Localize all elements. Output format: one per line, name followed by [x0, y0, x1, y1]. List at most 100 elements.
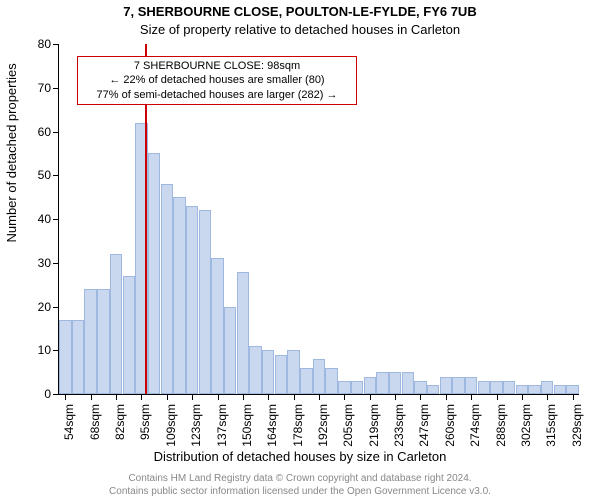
histogram-bar [275, 355, 287, 394]
callout-box: 7 SHERBOURNE CLOSE: 98sqm ← 22% of detac… [77, 56, 357, 105]
x-tick [141, 394, 142, 400]
y-tick-label: 60 [38, 125, 51, 139]
x-tick-label: 233sqm [392, 404, 406, 454]
x-tick [91, 394, 92, 400]
x-tick [573, 394, 574, 400]
histogram-bar [427, 385, 439, 394]
histogram-bar [376, 372, 388, 394]
histogram-bar [516, 385, 528, 394]
x-tick [218, 394, 219, 400]
x-tick-label: 95sqm [138, 404, 152, 454]
histogram-bar [490, 381, 502, 394]
x-tick-label: 54sqm [62, 404, 76, 454]
x-tick-label: 315sqm [544, 404, 558, 454]
y-tick-label: 80 [38, 37, 51, 51]
x-tick [294, 394, 295, 400]
histogram-bar [84, 289, 96, 394]
histogram-bar [72, 320, 84, 394]
x-tick-label: 137sqm [215, 404, 229, 454]
histogram-bar [313, 359, 325, 394]
callout-line-2: ← 22% of detached houses are smaller (80… [84, 73, 350, 87]
x-tick-label: 205sqm [341, 404, 355, 454]
histogram-bar [541, 381, 553, 394]
histogram-bar [554, 385, 566, 394]
callout-line-1: 7 SHERBOURNE CLOSE: 98sqm [84, 59, 350, 73]
y-tick-label: 10 [38, 343, 51, 357]
plot-area: 7 SHERBOURNE CLOSE: 98sqm ← 22% of detac… [58, 44, 579, 395]
x-tick-label: 260sqm [443, 404, 457, 454]
histogram-bar [528, 385, 540, 394]
x-tick-label: 192sqm [316, 404, 330, 454]
x-tick [497, 394, 498, 400]
histogram-bar [465, 377, 477, 395]
callout-line-3: 77% of semi-detached houses are larger (… [84, 88, 350, 102]
footnote-line-1: Contains HM Land Registry data © Crown c… [0, 473, 600, 486]
x-tick-label: 68sqm [88, 404, 102, 454]
x-tick-label: 247sqm [417, 404, 431, 454]
y-tick-label: 0 [44, 387, 51, 401]
y-tick-label: 40 [38, 212, 51, 226]
x-tick [522, 394, 523, 400]
x-tick [243, 394, 244, 400]
histogram-bar [452, 377, 464, 395]
chart-title-line1: 7, SHERBOURNE CLOSE, POULTON-LE-FYLDE, F… [0, 4, 600, 19]
histogram-bar [402, 372, 414, 394]
y-tick-label: 50 [38, 168, 51, 182]
x-tick [446, 394, 447, 400]
x-tick [344, 394, 345, 400]
x-tick-label: 302sqm [519, 404, 533, 454]
x-tick [65, 394, 66, 400]
x-tick [116, 394, 117, 400]
x-axis-label: Distribution of detached houses by size … [0, 449, 600, 464]
histogram-bar [148, 153, 160, 394]
x-tick [420, 394, 421, 400]
x-tick-label: 82sqm [113, 404, 127, 454]
histogram-bar [97, 289, 109, 394]
x-tick [471, 394, 472, 400]
x-tick-label: 123sqm [189, 404, 203, 454]
x-tick-label: 109sqm [164, 404, 178, 454]
histogram-bar [110, 254, 122, 394]
histogram-bar [199, 210, 211, 394]
histogram-bar [211, 258, 223, 394]
histogram-bar [123, 276, 135, 394]
histogram-bar [364, 377, 376, 395]
chart-title-line2: Size of property relative to detached ho… [0, 22, 600, 37]
histogram-bar [249, 346, 261, 394]
x-tick-label: 178sqm [291, 404, 305, 454]
histogram-bar [59, 320, 71, 394]
histogram-bar [389, 372, 401, 394]
histogram-bar [224, 307, 236, 395]
x-tick-label: 288sqm [494, 404, 508, 454]
histogram-bar [186, 206, 198, 394]
footnote: Contains HM Land Registry data © Crown c… [0, 473, 600, 498]
histogram-bar [287, 350, 299, 394]
y-axis-label: Number of detached properties [4, 63, 19, 242]
histogram-bar [325, 368, 337, 394]
x-tick [370, 394, 371, 400]
x-tick-label: 164sqm [265, 404, 279, 454]
y-tick-label: 20 [38, 300, 51, 314]
x-tick [167, 394, 168, 400]
x-tick-label: 329sqm [570, 404, 584, 454]
y-tick-label: 70 [38, 81, 51, 95]
footnote-line-2: Contains public sector information licen… [0, 486, 600, 499]
chart-container: 7, SHERBOURNE CLOSE, POULTON-LE-FYLDE, F… [0, 0, 600, 500]
histogram-bar [300, 368, 312, 394]
histogram-bar [478, 381, 490, 394]
x-tick-label: 219sqm [367, 404, 381, 454]
histogram-bar [503, 381, 515, 394]
histogram-bar [173, 197, 185, 394]
x-tick [268, 394, 269, 400]
histogram-bar [161, 184, 173, 394]
x-tick [547, 394, 548, 400]
histogram-bar [338, 381, 350, 394]
x-tick [192, 394, 193, 400]
histogram-bar [262, 350, 274, 394]
histogram-bar [566, 385, 578, 394]
histogram-bar [351, 381, 363, 394]
x-tick [395, 394, 396, 400]
histogram-bar [237, 272, 249, 395]
x-tick-label: 150sqm [240, 404, 254, 454]
y-tick-label: 30 [38, 256, 51, 270]
